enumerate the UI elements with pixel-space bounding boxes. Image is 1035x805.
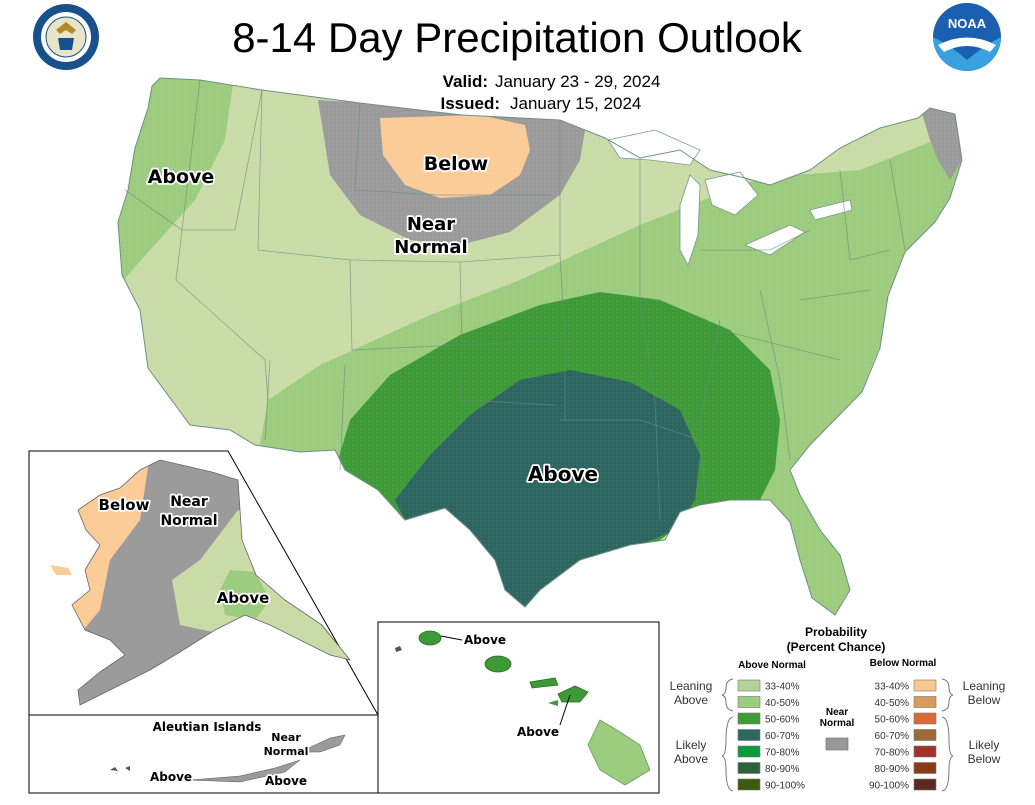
legend-below-swatch-4 (913, 745, 937, 758)
legend-leaning-above-2: Above (674, 693, 708, 707)
alaska-above-region (220, 570, 270, 620)
legend-below-label-6: 90-100% (869, 781, 909, 792)
hawaii-above-label-2: Above (517, 725, 559, 739)
legend-title-1: Probability (805, 625, 867, 639)
legend-above-label-3: 60-70% (765, 731, 800, 742)
legend-leaning-below-1: Leaning (963, 679, 1006, 693)
legend-above-label-5: 80-90% (765, 764, 800, 775)
legend-likely-above-1: Likely (676, 738, 707, 752)
legend-below-swatch-2 (913, 712, 937, 725)
legend-below-swatch-6 (913, 778, 937, 791)
legend: Probability (Percent Chance) Above Norma… (670, 625, 1006, 792)
legend-above-label-4: 70-80% (765, 748, 800, 759)
alaska-near-label-1: Near (170, 494, 208, 510)
legend-above-header: Above Normal (738, 660, 806, 671)
legend-braces (721, 678, 954, 792)
legend-above-label-1: 40-50% (765, 698, 800, 709)
alaska-island (50, 565, 72, 575)
valid-value: January 23 - 29, 2024 (495, 72, 660, 91)
conus-below-label: Below (424, 153, 489, 175)
legend-above-label-2: 50-60% (765, 715, 800, 726)
legend-near-label-1: Near (826, 707, 848, 718)
commerce-seal (33, 4, 99, 70)
legend-below-header: Below Normal (870, 658, 937, 669)
legend-below-swatch-0 (913, 679, 937, 692)
map-labels: Above Below Near Normal Above Below Near… (97, 151, 600, 790)
aleutian-near-label-1: Near (271, 731, 301, 744)
legend-likely-below-2: Below (968, 752, 1001, 766)
alaska-below-label: Below (99, 496, 150, 514)
state-boundaries (124, 79, 906, 521)
legend-below-label-4: 70-80% (875, 748, 910, 759)
noaa-logo: NOAA (933, 3, 1001, 71)
legend-near-swatch (825, 737, 849, 751)
legend-above-swatch-5 (737, 762, 761, 774)
conus-near-label-1: Near (407, 214, 455, 235)
legend-likely-above-2: Above (674, 752, 708, 766)
legend-below-swatches: 33-40% 40-50% 50-60% 60-70% 70-80% 80-90% 90-1… (869, 679, 937, 792)
legend-above-swatch-4 (737, 745, 761, 758)
legend-above-swatch-0 (737, 679, 761, 692)
legend-leaning-below-2: Below (968, 693, 1001, 707)
aleutian-near-label-2: Normal (264, 745, 309, 758)
legend-below-label-0: 33-40% (875, 682, 910, 693)
legend-title-2: (Percent Chance) (787, 640, 886, 654)
conus-above-west-label: Above (148, 166, 215, 188)
valid-label: Valid: (443, 72, 488, 91)
alaska-above-label: Above (217, 589, 270, 607)
conus-above-south-label: Above (528, 462, 598, 486)
aleutian-title: Aleutian Islands (153, 720, 262, 734)
legend-below-swatch-3 (913, 729, 937, 741)
aleutian-above-label-2: Above (265, 774, 307, 788)
issued-label: Issued: (440, 94, 500, 113)
page-title: 8-14 Day Precipitation Outlook (232, 14, 803, 61)
hawaii-above-label-1: Above (464, 633, 506, 647)
conus-near-label-2: Normal (394, 237, 467, 258)
aleutian-inset (28, 714, 379, 794)
legend-above-swatch-2 (737, 712, 761, 725)
legend-below-label-5: 80-90% (875, 764, 910, 775)
alaska-inset (28, 450, 379, 716)
aleutian-above-label-1: Above (150, 770, 192, 784)
hawaii-inset (377, 621, 660, 794)
legend-above-swatch-3 (737, 729, 761, 741)
legend-leaning-above-1: Leaning (670, 679, 713, 693)
alaska-near-label-2: Normal (160, 513, 217, 529)
legend-above-swatches: 33-40% 40-50% 50-60% 60-70% 70-80% 80-90% 90-1… (737, 679, 805, 792)
label-leader-lines (440, 635, 571, 726)
legend-below-label-1: 40-50% (875, 698, 910, 709)
legend-above-swatch-6 (737, 778, 761, 791)
legend-likely-below-1: Likely (969, 738, 1000, 752)
issued-value: January 15, 2024 (510, 94, 641, 113)
legend-below-label-2: 50-60% (875, 715, 910, 726)
legend-near-label-2: Normal (820, 718, 855, 729)
great-lakes (607, 129, 853, 267)
legend-above-label-6: 90-100% (765, 781, 805, 792)
legend-below-swatch-1 (913, 696, 937, 708)
legend-below-swatch-5 (913, 762, 937, 774)
legend-below-label-3: 60-70% (875, 731, 910, 742)
noaa-logo-text: NOAA (948, 16, 987, 31)
legend-above-label-0: 33-40% (765, 682, 800, 693)
legend-above-swatch-1 (737, 696, 761, 708)
